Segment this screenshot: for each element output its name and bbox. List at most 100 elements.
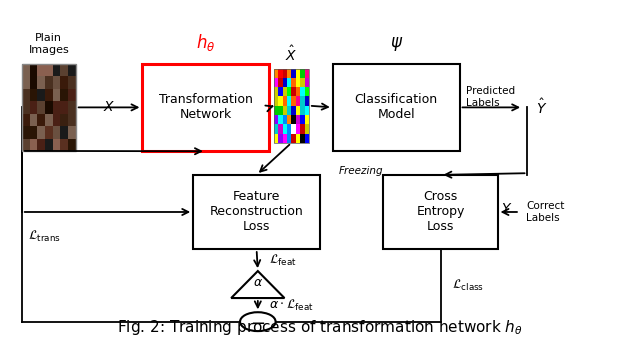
FancyBboxPatch shape (22, 126, 29, 139)
FancyBboxPatch shape (283, 115, 287, 124)
Text: Feature
Reconstruction
Loss: Feature Reconstruction Loss (210, 190, 303, 234)
FancyBboxPatch shape (45, 101, 52, 114)
FancyBboxPatch shape (29, 139, 37, 151)
FancyBboxPatch shape (305, 124, 309, 133)
FancyBboxPatch shape (291, 69, 296, 78)
FancyBboxPatch shape (60, 114, 68, 126)
FancyBboxPatch shape (278, 115, 283, 124)
FancyBboxPatch shape (287, 115, 291, 124)
FancyBboxPatch shape (278, 106, 283, 115)
FancyBboxPatch shape (68, 139, 76, 151)
Text: Classification
Model: Classification Model (355, 93, 438, 121)
FancyBboxPatch shape (291, 133, 296, 143)
FancyBboxPatch shape (291, 115, 296, 124)
FancyBboxPatch shape (45, 88, 52, 101)
FancyBboxPatch shape (52, 126, 60, 139)
FancyBboxPatch shape (291, 96, 296, 106)
FancyBboxPatch shape (60, 76, 68, 88)
Text: $\alpha$: $\alpha$ (253, 276, 263, 289)
FancyBboxPatch shape (287, 78, 291, 87)
Text: $\mathcal{L}_{\mathrm{class}}$: $\mathcal{L}_{\mathrm{class}}$ (452, 278, 484, 293)
FancyBboxPatch shape (383, 175, 498, 249)
Text: Correct
Labels: Correct Labels (526, 201, 564, 223)
FancyBboxPatch shape (22, 101, 29, 114)
FancyBboxPatch shape (29, 76, 37, 88)
FancyBboxPatch shape (274, 78, 278, 87)
FancyBboxPatch shape (283, 133, 287, 143)
FancyBboxPatch shape (60, 126, 68, 139)
FancyBboxPatch shape (274, 115, 278, 124)
FancyBboxPatch shape (22, 63, 76, 151)
FancyBboxPatch shape (296, 133, 300, 143)
FancyBboxPatch shape (60, 139, 68, 151)
FancyBboxPatch shape (300, 69, 305, 78)
FancyBboxPatch shape (296, 96, 300, 106)
FancyBboxPatch shape (29, 114, 37, 126)
FancyBboxPatch shape (283, 124, 287, 133)
Text: Freezing: Freezing (339, 166, 383, 176)
FancyBboxPatch shape (296, 69, 300, 78)
FancyBboxPatch shape (68, 101, 76, 114)
FancyBboxPatch shape (37, 88, 45, 101)
Text: Cross
Entropy
Loss: Cross Entropy Loss (417, 190, 465, 234)
FancyBboxPatch shape (60, 101, 68, 114)
FancyBboxPatch shape (29, 63, 37, 76)
FancyBboxPatch shape (300, 124, 305, 133)
FancyBboxPatch shape (52, 88, 60, 101)
Text: Predicted
Labels: Predicted Labels (466, 86, 515, 108)
FancyBboxPatch shape (52, 139, 60, 151)
FancyBboxPatch shape (22, 76, 29, 88)
FancyBboxPatch shape (60, 63, 68, 76)
FancyBboxPatch shape (37, 76, 45, 88)
FancyBboxPatch shape (60, 88, 68, 101)
FancyBboxPatch shape (300, 87, 305, 96)
Text: $-$: $-$ (250, 313, 266, 331)
FancyBboxPatch shape (300, 115, 305, 124)
FancyBboxPatch shape (274, 133, 278, 143)
FancyBboxPatch shape (305, 133, 309, 143)
FancyBboxPatch shape (22, 139, 29, 151)
FancyBboxPatch shape (37, 114, 45, 126)
Text: Transformation
Network: Transformation Network (159, 93, 253, 121)
Text: $\psi$: $\psi$ (390, 35, 403, 54)
FancyBboxPatch shape (287, 69, 291, 78)
FancyBboxPatch shape (278, 96, 283, 106)
FancyBboxPatch shape (287, 87, 291, 96)
FancyBboxPatch shape (274, 87, 278, 96)
FancyBboxPatch shape (52, 101, 60, 114)
FancyBboxPatch shape (291, 124, 296, 133)
FancyBboxPatch shape (45, 126, 52, 139)
FancyBboxPatch shape (278, 133, 283, 143)
FancyBboxPatch shape (274, 69, 278, 78)
FancyBboxPatch shape (278, 78, 283, 87)
FancyBboxPatch shape (283, 78, 287, 87)
FancyBboxPatch shape (305, 69, 309, 78)
FancyBboxPatch shape (45, 76, 52, 88)
FancyBboxPatch shape (300, 78, 305, 87)
FancyBboxPatch shape (278, 69, 283, 78)
Text: $\hat{X}$: $\hat{X}$ (285, 44, 298, 63)
FancyBboxPatch shape (305, 106, 309, 115)
Text: $Y$: $Y$ (501, 202, 512, 216)
FancyBboxPatch shape (283, 106, 287, 115)
Polygon shape (231, 271, 284, 298)
Text: Fig. 2: Training process of transformation network $h_\theta$: Fig. 2: Training process of transformati… (117, 318, 523, 337)
FancyBboxPatch shape (29, 126, 37, 139)
FancyBboxPatch shape (291, 87, 296, 96)
FancyBboxPatch shape (68, 114, 76, 126)
FancyBboxPatch shape (296, 115, 300, 124)
Text: $\alpha \cdot \mathcal{L}_{\mathrm{feat}}$: $\alpha \cdot \mathcal{L}_{\mathrm{feat}… (269, 298, 314, 313)
FancyBboxPatch shape (283, 69, 287, 78)
FancyBboxPatch shape (283, 96, 287, 106)
FancyBboxPatch shape (333, 63, 460, 151)
FancyBboxPatch shape (296, 106, 300, 115)
FancyBboxPatch shape (68, 76, 76, 88)
FancyBboxPatch shape (296, 124, 300, 133)
FancyBboxPatch shape (287, 106, 291, 115)
FancyBboxPatch shape (37, 126, 45, 139)
Text: $h_\theta$: $h_\theta$ (196, 32, 216, 54)
FancyBboxPatch shape (68, 126, 76, 139)
FancyBboxPatch shape (274, 96, 278, 106)
FancyBboxPatch shape (68, 88, 76, 101)
FancyBboxPatch shape (296, 78, 300, 87)
